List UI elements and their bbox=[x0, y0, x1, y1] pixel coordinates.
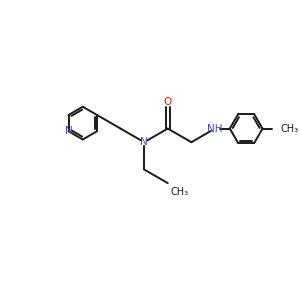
Text: N: N bbox=[65, 126, 73, 136]
Text: CH₃: CH₃ bbox=[171, 187, 189, 197]
Text: NH: NH bbox=[207, 124, 223, 134]
Text: N: N bbox=[140, 137, 148, 147]
Text: O: O bbox=[164, 97, 172, 107]
Text: CH₃: CH₃ bbox=[280, 124, 298, 134]
